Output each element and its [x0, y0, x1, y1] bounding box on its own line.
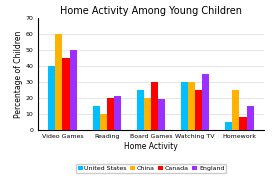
Y-axis label: Percentage of Children: Percentage of Children [14, 30, 23, 118]
Bar [55, 34, 63, 130]
Bar [107, 98, 114, 130]
Bar [158, 99, 165, 130]
Bar [232, 90, 239, 130]
Bar [70, 50, 77, 130]
Bar [137, 90, 144, 130]
Bar [225, 122, 232, 130]
Bar [202, 74, 209, 130]
Legend: United States, China, Canada, England: United States, China, Canada, England [76, 164, 226, 173]
Bar [92, 106, 100, 130]
Bar [114, 96, 121, 130]
Title: Home Activity Among Young Children: Home Activity Among Young Children [60, 6, 242, 16]
Bar [195, 90, 202, 130]
Bar [188, 82, 195, 130]
Bar [100, 114, 107, 130]
Bar [48, 66, 55, 130]
Bar [151, 82, 158, 130]
X-axis label: Home Activity: Home Activity [124, 142, 178, 151]
Bar [246, 106, 254, 130]
Bar [181, 82, 188, 130]
Bar [239, 117, 246, 130]
Bar [63, 58, 70, 130]
Bar [144, 98, 151, 130]
